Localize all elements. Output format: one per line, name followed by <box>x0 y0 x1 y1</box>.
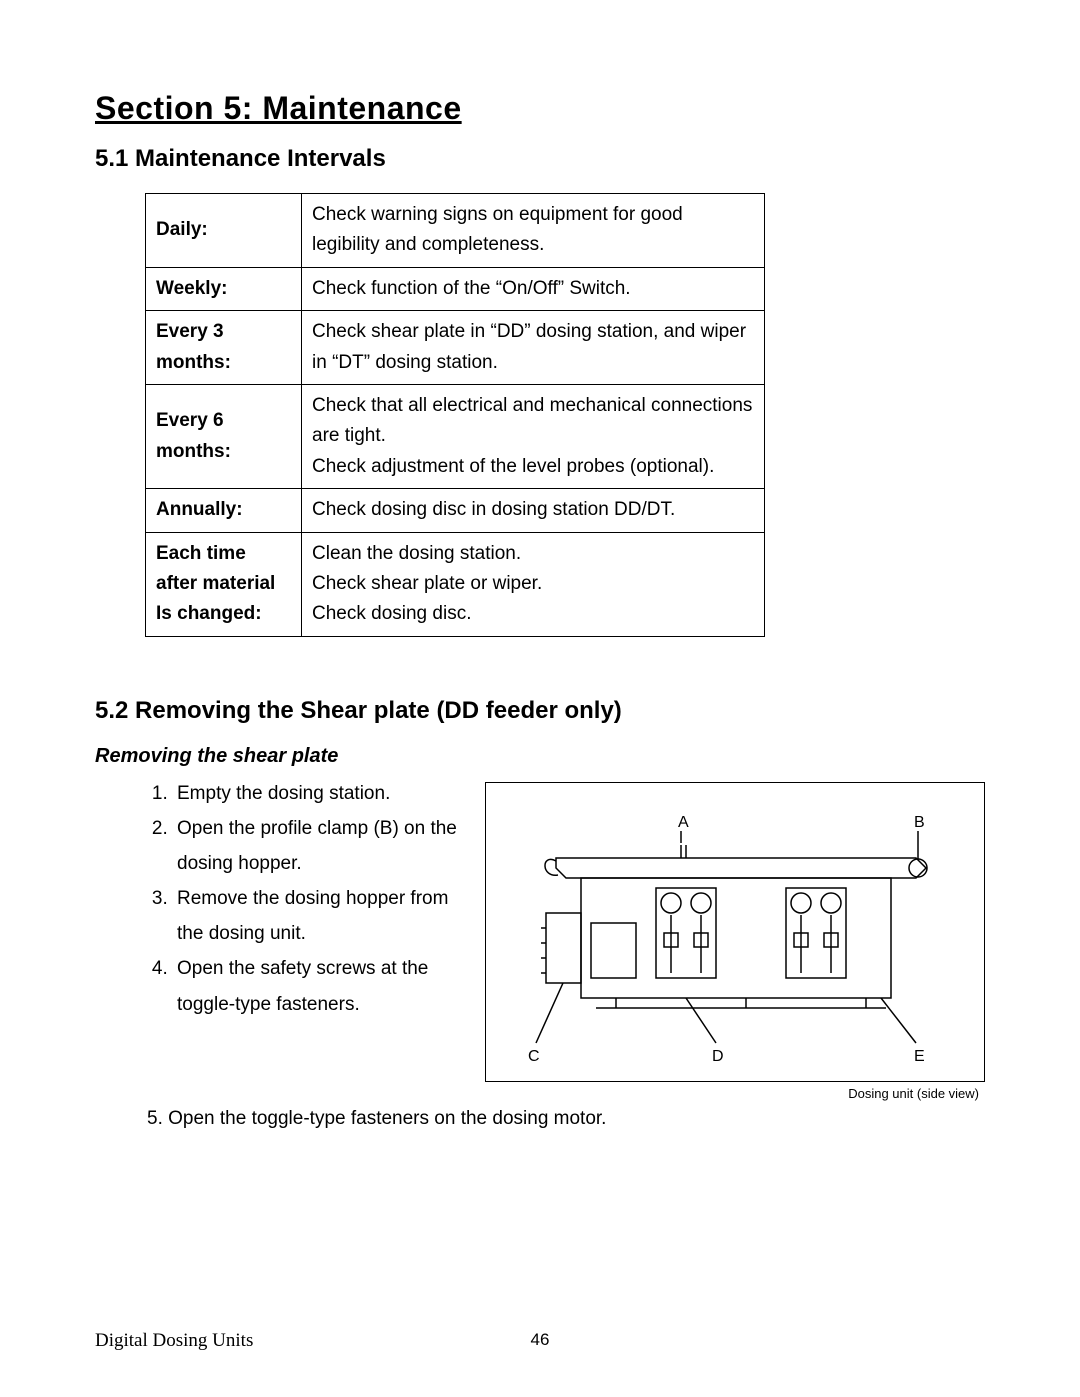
figure: A B C D E Dosing unit (side view) <box>485 782 985 1101</box>
maintenance-table: Daily: Check warning signs on equipment … <box>145 193 765 637</box>
step-item: Open the safety screws at the toggle-typ… <box>173 951 465 1021</box>
table-row: Weekly: Check function of the “On/Off” S… <box>146 267 765 310</box>
step-5: 5. Open the toggle-type fasteners on the… <box>95 1101 985 1136</box>
footer: Digital Dosing Units 46 <box>95 1330 985 1352</box>
step-item: Empty the dosing station. <box>173 776 465 811</box>
interval-task: Check shear plate in “DD” dosing station… <box>302 311 765 385</box>
interval-task: Check function of the “On/Off” Switch. <box>302 267 765 310</box>
lower-content: Empty the dosing station. Open the profi… <box>95 776 985 1101</box>
label-c: C <box>528 1048 540 1065</box>
subsubsection: Removing the shear plate <box>95 745 985 768</box>
page-number: 46 <box>531 1330 550 1350</box>
interval-label: Every 3 months: <box>146 311 302 385</box>
label-b: B <box>914 814 925 831</box>
section-title: Section 5: Maintenance <box>95 90 985 127</box>
interval-label: Every 6 months: <box>146 384 302 488</box>
footer-left: Digital Dosing Units <box>95 1330 253 1352</box>
subsection-5-2: 5.2 Removing the Shear plate (DD feeder … <box>95 697 985 725</box>
steps-column: Empty the dosing station. Open the profi… <box>95 776 465 1022</box>
label-a: A <box>678 814 689 831</box>
subsection-5-1: 5.1 Maintenance Intervals <box>95 145 985 173</box>
interval-task: Check that all electrical and mechanical… <box>302 384 765 488</box>
step-item: Remove the dosing hopper from the dosing… <box>173 881 465 951</box>
table-row: Daily: Check warning signs on equipment … <box>146 194 765 268</box>
interval-label: Each time after material Is changed: <box>146 532 302 636</box>
table-row: Every 3 months: Check shear plate in “DD… <box>146 311 765 385</box>
interval-label: Annually: <box>146 489 302 532</box>
label-d: D <box>712 1048 724 1065</box>
interval-task: Check dosing disc in dosing station DD/D… <box>302 489 765 532</box>
label-e: E <box>914 1048 925 1065</box>
interval-label: Daily: <box>146 194 302 268</box>
steps-list: Empty the dosing station. Open the profi… <box>145 776 465 1022</box>
step-item: Open the profile clamp (B) on the dosing… <box>173 811 465 881</box>
table-row: Annually: Check dosing disc in dosing st… <box>146 489 765 532</box>
figure-frame: A B C D E <box>485 782 985 1082</box>
figure-caption: Dosing unit (side view) <box>485 1086 985 1101</box>
page: Section 5: Maintenance 5.1 Maintenance I… <box>0 0 1080 1397</box>
interval-task: Clean the dosing station. Check shear pl… <box>302 532 765 636</box>
dosing-unit-diagram: A B C D E <box>486 783 986 1083</box>
interval-task: Check warning signs on equipment for goo… <box>302 194 765 268</box>
interval-label: Weekly: <box>146 267 302 310</box>
table-row: Every 6 months: Check that all electrica… <box>146 384 765 488</box>
table-row: Each time after material Is changed: Cle… <box>146 532 765 636</box>
